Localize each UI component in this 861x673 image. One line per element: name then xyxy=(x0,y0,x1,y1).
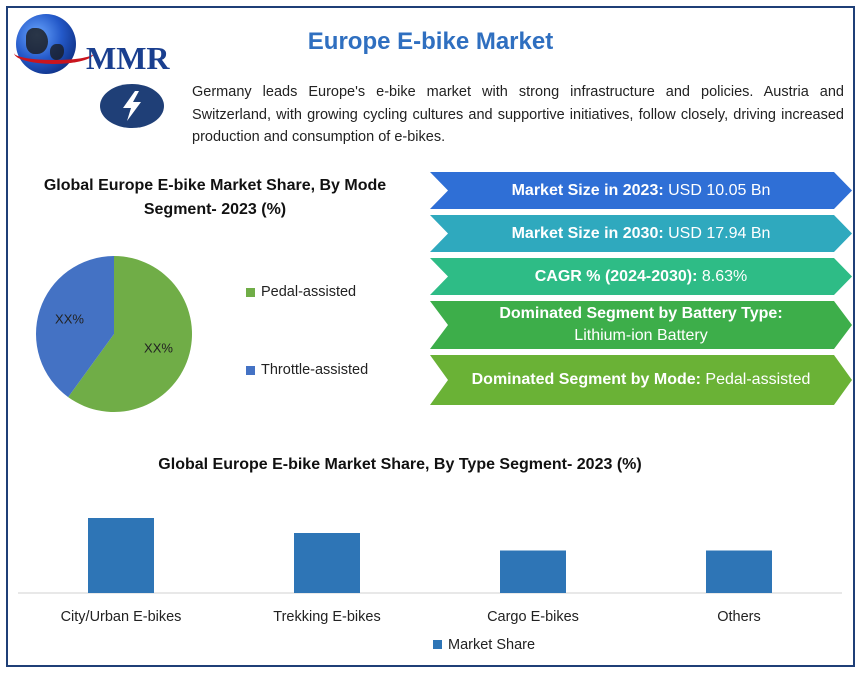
lightning-bolt-icon xyxy=(100,84,164,128)
stat-value: USD 17.94 Bn xyxy=(663,224,771,242)
bar-cargo-e-bikes xyxy=(500,550,566,593)
stat-text: Market Size in 2030: USD 17.94 Bn xyxy=(472,223,811,245)
bar-others xyxy=(706,550,772,593)
stat-value: 8.63% xyxy=(697,267,748,285)
stat-text: Dominated Segment by Mode: Pedal-assiste… xyxy=(432,369,851,391)
logo-swoosh xyxy=(14,42,94,64)
pie-data-label: XX% xyxy=(144,340,173,355)
type-bar-chart: City/Urban E-bikes Trekking E-bikes Cargo … xyxy=(18,518,842,653)
legend-label: Pedal-assisted xyxy=(261,284,357,300)
stat-value: USD 10.05 Bn xyxy=(663,181,771,199)
mmr-logo: MMR xyxy=(14,12,174,76)
mode-pie-chart: XX% XX% xyxy=(36,256,192,412)
x-tick-label: Cargo E-bikes xyxy=(487,609,579,625)
logo-text: MMR xyxy=(86,40,170,76)
stat-banner: CAGR % (2024-2030): 8.63% xyxy=(430,258,852,295)
bar-city-urban-e-bikes xyxy=(88,518,154,593)
stat-banner: Dominated Segment by Mode: Pedal-assiste… xyxy=(430,355,852,405)
bar-chart-title: Global Europe E-bike Market Share, By Ty… xyxy=(158,456,642,473)
page-title: Europe E-bike Market xyxy=(307,28,554,55)
x-tick-label: Others xyxy=(717,609,761,625)
legend-item-pedal-assisted: Pedal-assisted xyxy=(246,284,356,300)
stat-text: Dominated Segment by Battery Type: Lithi… xyxy=(430,303,852,347)
pie-slice-throttle-assisted xyxy=(36,256,115,398)
legend-swatch xyxy=(433,640,442,649)
x-tick-label: City/Urban E-bikes xyxy=(61,609,182,625)
legend-label: Market Share xyxy=(448,637,535,653)
stat-label: Dominated Segment by Battery Type: xyxy=(499,305,783,322)
pie-data-label: XX% xyxy=(55,312,84,327)
intro-text: Germany leads Europe's e-bike market wit… xyxy=(192,84,844,145)
legend-label: Throttle-assisted xyxy=(261,362,369,378)
stat-label: Market Size in 2030: xyxy=(511,224,664,242)
stat-label: Market Size in 2023: xyxy=(511,181,664,199)
legend-swatch xyxy=(246,365,255,375)
stat-value: Pedal-assisted xyxy=(700,371,811,388)
x-tick-label: Trekking E-bikes xyxy=(273,609,380,625)
stat-banner: Market Size in 2023: USD 10.05 Bn xyxy=(430,172,852,209)
stat-text: CAGR % (2024-2030): 8.63% xyxy=(495,266,788,288)
stat-value: Lithium-ion Battery xyxy=(574,327,708,344)
stat-banner: Market Size in 2030: USD 17.94 Bn xyxy=(430,215,852,252)
pie-chart-title: Global Europe E-bike Market Share, By Mo… xyxy=(43,177,387,218)
stat-label: Dominated Segment by Mode: xyxy=(471,371,701,388)
legend-item-throttle-assisted: Throttle-assisted xyxy=(246,362,368,378)
stat-label: CAGR % (2024-2030): xyxy=(534,267,698,285)
stat-text: Market Size in 2023: USD 10.05 Bn xyxy=(472,180,811,202)
stat-banner: Dominated Segment by Battery Type: Lithi… xyxy=(430,301,852,349)
bar-trekking-e-bikes xyxy=(294,533,360,593)
pie-slice-pedal-assisted xyxy=(68,256,192,412)
legend-swatch xyxy=(246,287,255,297)
